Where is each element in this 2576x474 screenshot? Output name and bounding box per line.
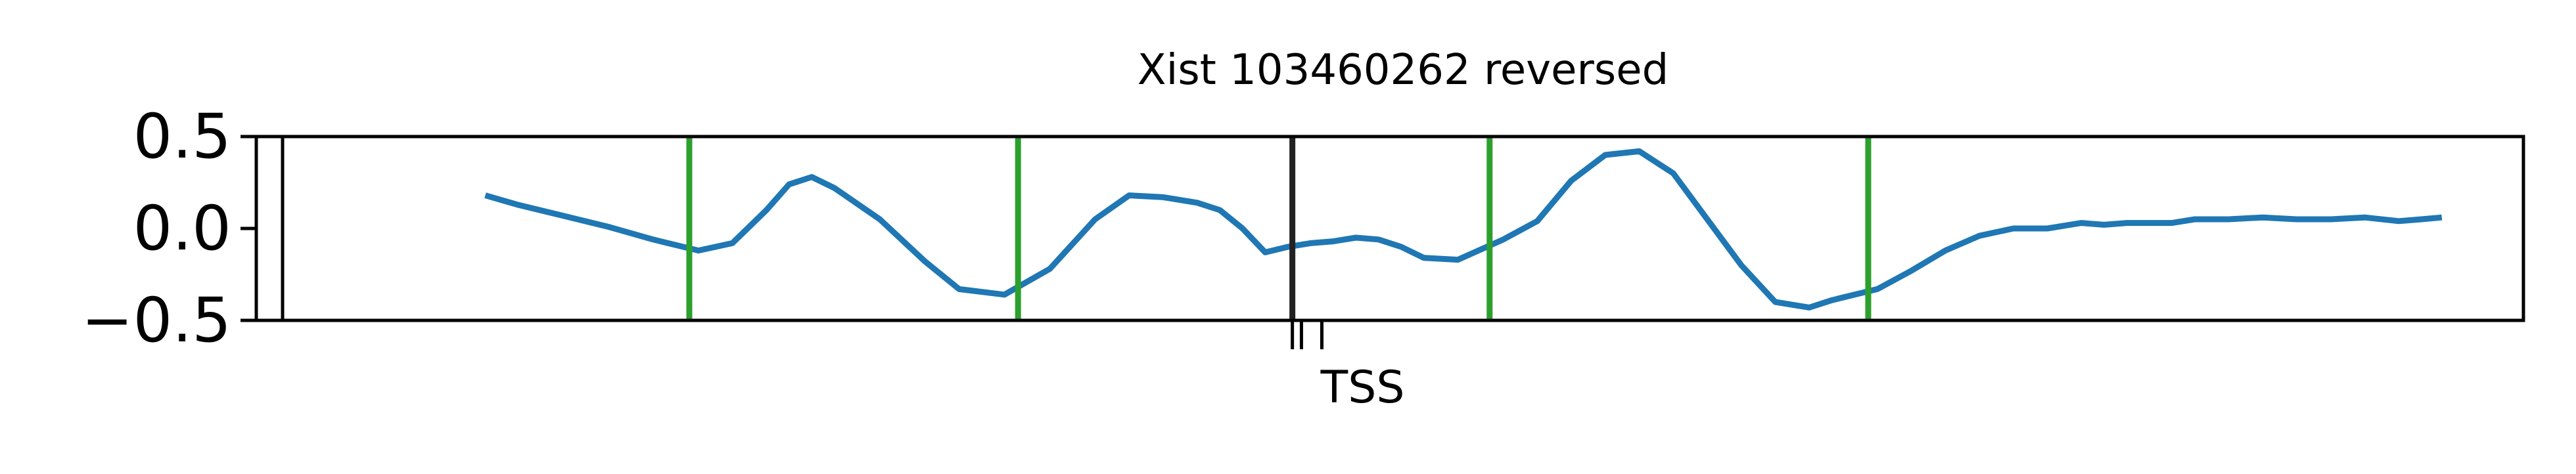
- y-axis: 0.5 0.0 −0.5: [81, 101, 256, 356]
- plot-area: [281, 137, 2525, 320]
- y-tick-label: 0.5: [133, 101, 232, 173]
- x-axis: TSS: [1291, 320, 1405, 414]
- series-line: [484, 148, 2443, 311]
- plot-frame: [254, 135, 2525, 322]
- x-tick-label: TSS: [1320, 362, 1405, 414]
- chart-title: Xist 103460262 reversed: [1138, 46, 1668, 95]
- y-tick-label: −0.5: [81, 285, 231, 356]
- y-tick-label: 0.0: [133, 193, 232, 265]
